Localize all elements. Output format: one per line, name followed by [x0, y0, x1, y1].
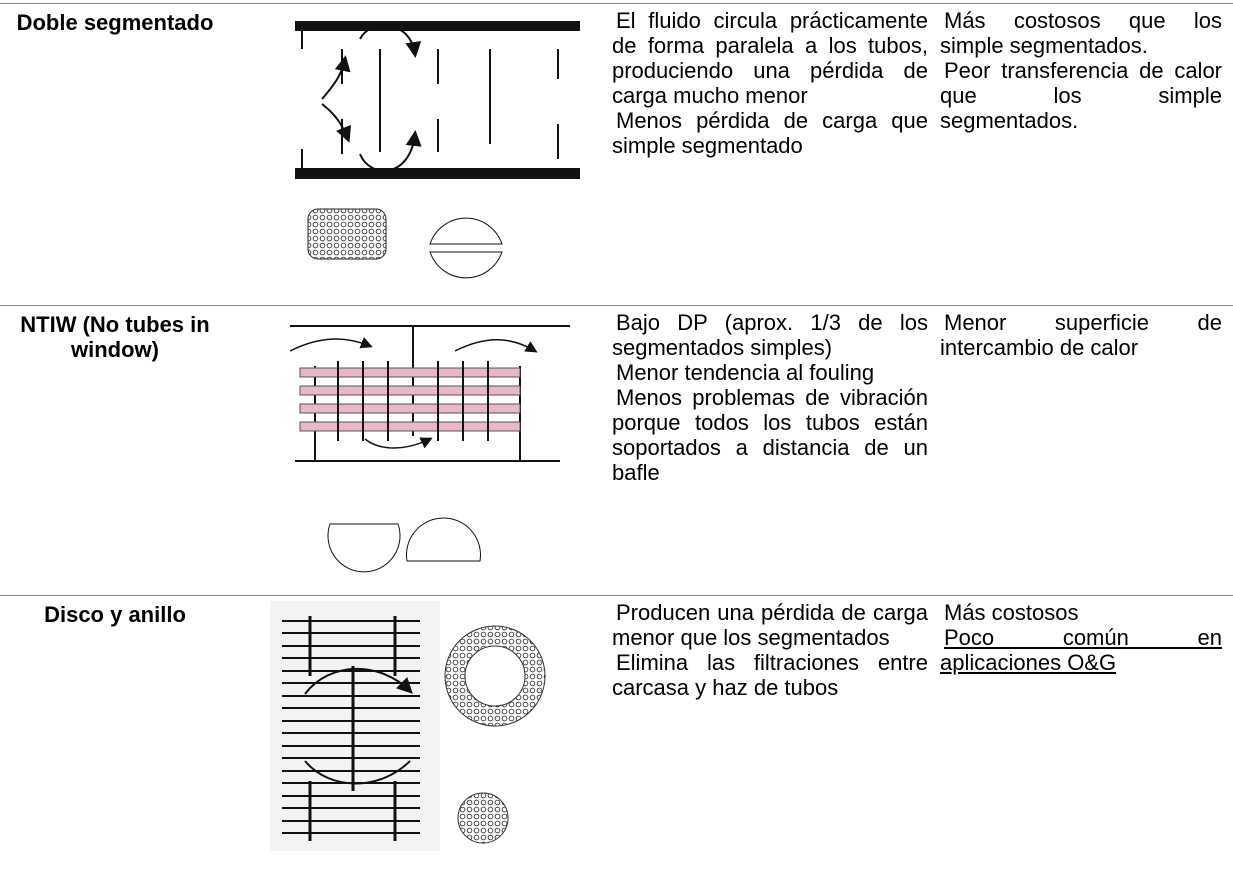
- table-row: Doble segmentado El fluido cir: [0, 3, 1233, 305]
- advantage: Menor tendencia al fouling: [616, 360, 875, 385]
- disadvantages: Menor superficie de intercambio de calor: [930, 306, 1233, 595]
- advantages: El fluido circula prácticamente de forma…: [600, 4, 930, 305]
- disc-ring-diagram: [270, 601, 546, 851]
- advantage: Elimina las filtraciones entre carcasa y…: [612, 650, 928, 700]
- document: Doble segmentado El fluido cir: [0, 3, 1233, 872]
- advantage: El fluido circula prácticamente de forma…: [612, 8, 928, 108]
- baffle-figure: [270, 306, 600, 595]
- advantage: Bajo DP (aprox. 1/3 de los segmentados s…: [612, 310, 928, 360]
- disadvantage: Peor transferencia de calor que los simp…: [940, 58, 1222, 133]
- table-row: Disco y anillo: [0, 595, 1233, 869]
- disadvantage: Menor superficie de intercambio de calor: [940, 310, 1222, 360]
- disadvantage: Más costosos: [944, 600, 1079, 625]
- baffle-name: Doble segmentado: [16, 10, 214, 35]
- baffle-figure: [270, 596, 600, 869]
- advantage: Menos problemas de vibración porque todo…: [612, 385, 928, 485]
- table-row: NTIW (No tubes in window): [0, 305, 1233, 595]
- disadvantages: Más costosos que los simple segmentados.…: [930, 4, 1233, 305]
- baffle-figure: [270, 4, 600, 305]
- advantage: Producen una pérdida de carga menor que …: [612, 600, 928, 650]
- double-segmental-diagram: [295, 21, 580, 279]
- disadvantage: Más costosos que los simple segmentados.: [940, 8, 1222, 58]
- advantages: Bajo DP (aprox. 1/3 de los segmentados s…: [600, 306, 930, 595]
- baffle-name: Disco y anillo: [44, 602, 186, 627]
- baffle-table: Doble segmentado El fluido cir: [0, 3, 1233, 869]
- disadvantages: Más costosos Poco común en aplicaciones …: [930, 596, 1233, 869]
- advantage: Menos pérdida de carga que simple segmen…: [612, 108, 928, 158]
- ntiw-diagram: [289, 325, 570, 573]
- disadvantage: Poco común en aplicaciones O&G: [940, 625, 1222, 675]
- advantages: Producen una pérdida de carga menor que …: [600, 596, 930, 869]
- baffle-name: NTIW (No tubes in window): [20, 312, 210, 362]
